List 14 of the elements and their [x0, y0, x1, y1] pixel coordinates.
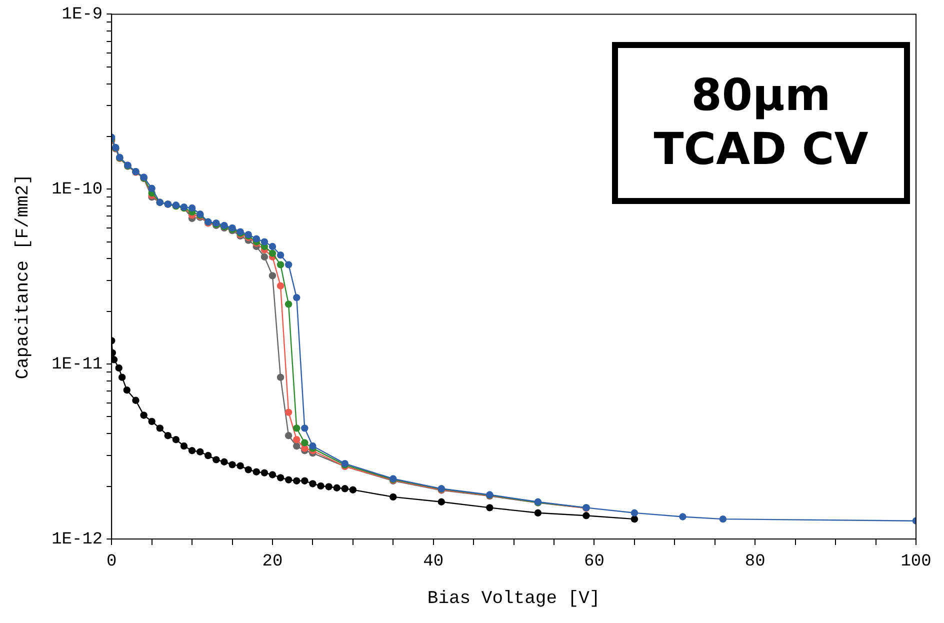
x-tick-label: 40 — [423, 552, 444, 572]
y-tick-label: 1E-10 — [52, 180, 103, 200]
x-tick-label: 100 — [900, 552, 932, 572]
x-tick-label: 60 — [584, 552, 604, 572]
annotation: TCAD CV — [654, 123, 868, 177]
y-tick-label: 1E-11 — [52, 356, 103, 375]
x-tick-label: 0 — [106, 552, 117, 572]
y-tick-label: 1E-12 — [52, 530, 103, 550]
y-tick-label: 1E-9 — [62, 6, 103, 25]
y-axis-title: Capacitance [F/mm2] — [14, 174, 34, 380]
x-tick-label: 20 — [262, 552, 283, 572]
x-tick-label: 80 — [744, 552, 766, 572]
x-axis-title: Bias Voltage [V] — [427, 588, 600, 609]
annotation: 80μm — [691, 69, 831, 123]
